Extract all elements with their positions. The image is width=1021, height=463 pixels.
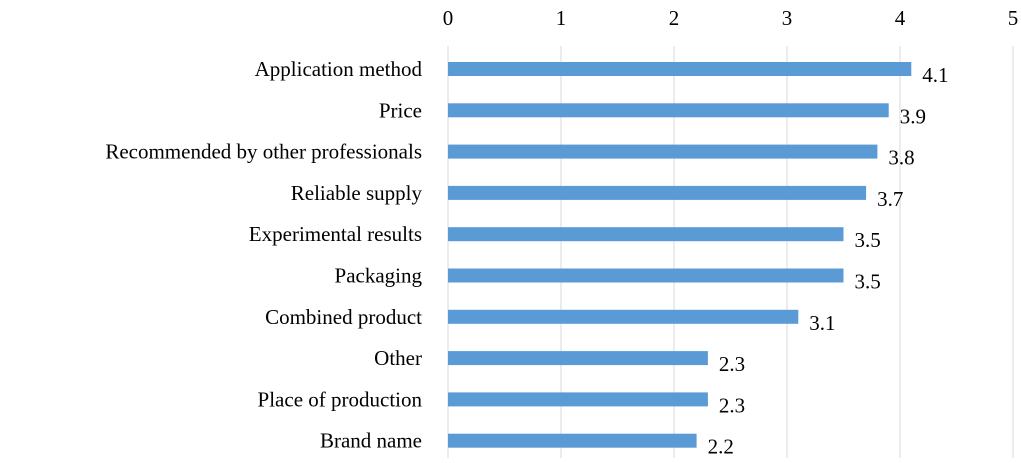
- x-tick-label: 1: [556, 6, 567, 30]
- bar: [448, 433, 697, 448]
- bar: [448, 103, 889, 118]
- x-tick-label: 2: [669, 6, 680, 30]
- bar: [448, 62, 912, 76]
- x-tick-label: 0: [443, 6, 454, 30]
- bar: [448, 268, 844, 283]
- data-labels: 4.1 3.9 3.8 3.7 3.5 3.5 3.1 2.3 2.3 2.2: [708, 63, 949, 459]
- category-label: Reliable supply: [291, 181, 423, 205]
- category-label: Packaging: [335, 264, 423, 288]
- bar: [448, 392, 708, 407]
- data-label: 4.1: [922, 63, 948, 87]
- category-label: Brand name: [320, 429, 422, 453]
- data-label: 3.5: [855, 270, 881, 294]
- category-label: Combined product: [265, 305, 422, 329]
- data-label: 3.8: [888, 146, 914, 170]
- data-label: 3.5: [855, 228, 881, 252]
- data-label: 3.1: [809, 311, 835, 335]
- x-axis-ticks: 0 1 2 3 4 5: [443, 6, 1019, 30]
- category-label: Other: [374, 346, 422, 370]
- bar: [448, 351, 708, 366]
- category-label: Price: [379, 98, 422, 122]
- x-tick-label: 3: [782, 6, 793, 30]
- bar: [448, 309, 799, 324]
- category-label: Place of production: [258, 387, 423, 411]
- data-label: 2.2: [708, 435, 734, 459]
- bar: [448, 185, 867, 200]
- category-label: Experimental results: [249, 222, 422, 246]
- data-label: 2.3: [719, 352, 745, 376]
- category-label: Application method: [255, 57, 423, 81]
- bars: [448, 62, 912, 448]
- bar: [448, 144, 878, 159]
- category-label: Recommended by other professionals: [105, 140, 422, 164]
- data-label: 2.3: [719, 393, 745, 417]
- bar: [448, 227, 844, 242]
- x-tick-label: 4: [895, 6, 906, 30]
- x-tick-label: 5: [1008, 6, 1019, 30]
- category-labels: Application method Price Recommended by ot…: [105, 57, 422, 453]
- data-label: 3.7: [877, 187, 903, 211]
- data-label: 3.9: [900, 104, 926, 128]
